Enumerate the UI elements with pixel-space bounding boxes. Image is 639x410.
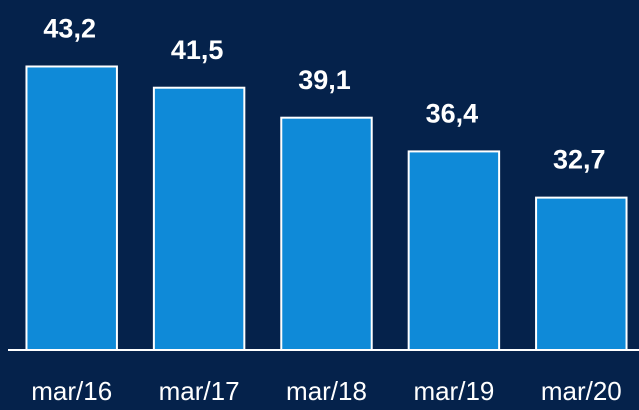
bar <box>152 86 246 351</box>
value-label: 36,4 <box>426 99 479 129</box>
x-tick-label: mar/16 <box>31 376 112 406</box>
x-tick-label: mar/18 <box>286 376 367 406</box>
value-label: 41,5 <box>171 35 224 65</box>
x-tick-label: mar/19 <box>413 376 494 406</box>
bar <box>280 116 373 352</box>
bar <box>407 150 501 351</box>
value-label: 32,7 <box>553 145 606 175</box>
x-tick-label: mar/20 <box>541 376 622 406</box>
value-label: 43,2 <box>43 14 96 44</box>
x-tick-label: mar/17 <box>159 376 240 406</box>
bar <box>25 65 118 352</box>
bar <box>535 196 628 351</box>
value-label: 39,1 <box>298 65 351 95</box>
